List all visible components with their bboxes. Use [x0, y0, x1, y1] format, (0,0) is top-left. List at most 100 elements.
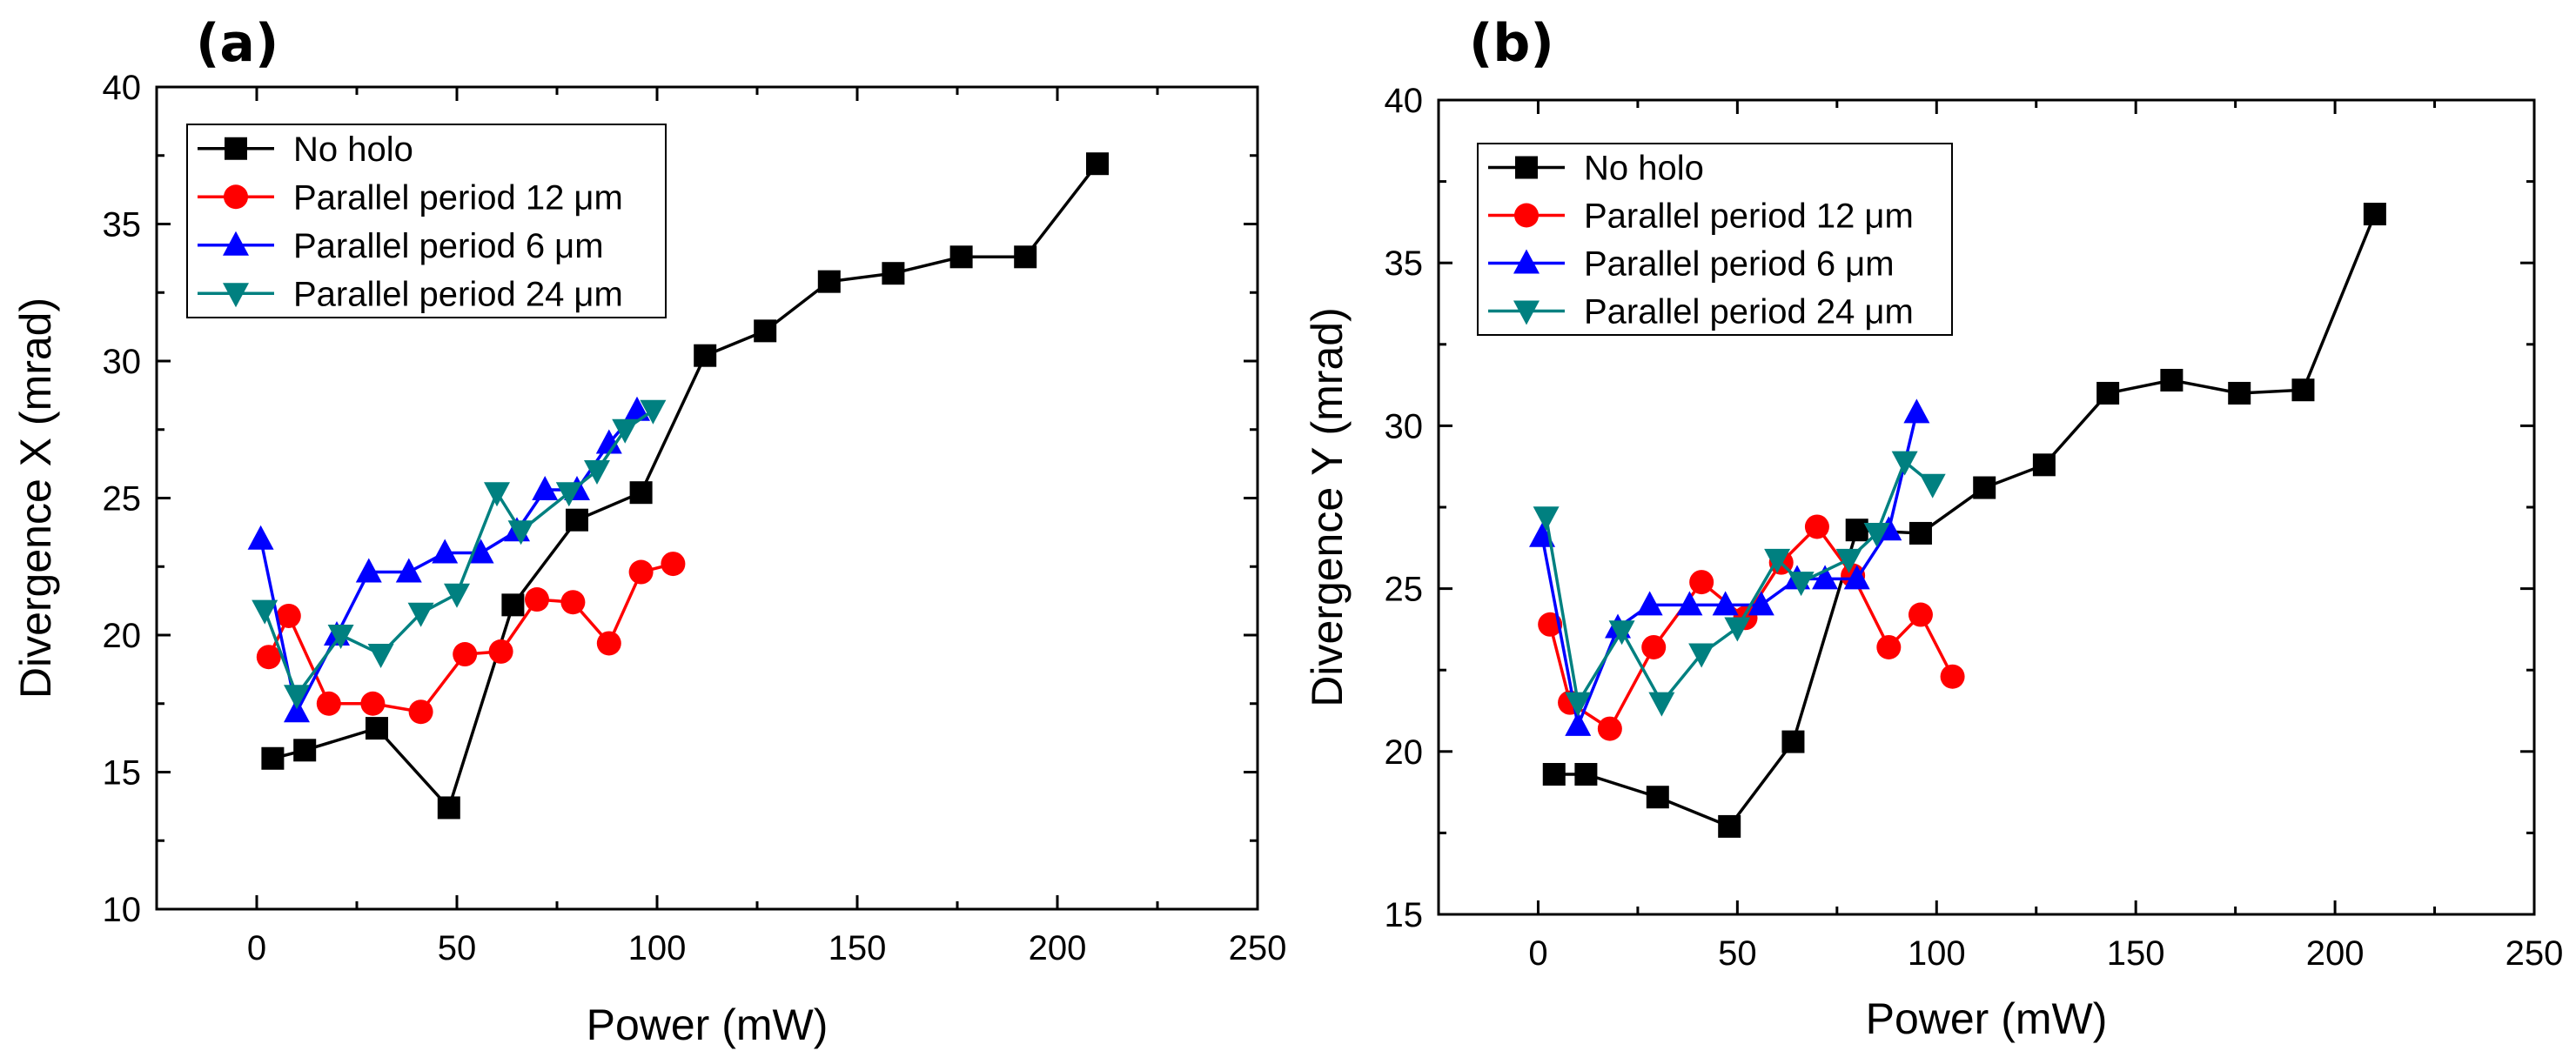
data-point: [640, 399, 667, 425]
x-tick-label: 200: [2306, 934, 2365, 973]
series-line: [1540, 412, 1919, 731]
data-point: [1788, 572, 1815, 597]
data-point: [437, 796, 460, 820]
data-point: [1764, 548, 1791, 573]
data-point: [1843, 565, 1870, 590]
data-point: [694, 344, 717, 367]
x-tick-label: 50: [438, 929, 477, 967]
legend-marker: [223, 231, 249, 256]
x-tick-label: 200: [1029, 929, 1087, 967]
data-point: [484, 482, 510, 507]
data-point: [367, 644, 394, 669]
legend-marker: [225, 137, 247, 160]
data-point: [1533, 506, 1560, 532]
data-point: [949, 245, 973, 269]
data-point: [1689, 570, 1714, 595]
legend-marker: [1514, 203, 1539, 228]
data-point: [355, 558, 382, 583]
data-point: [488, 639, 513, 664]
data-point: [1542, 763, 1566, 786]
x-tick-label: 250: [1229, 929, 1287, 967]
legend-label: No holo: [1584, 150, 1704, 188]
legend-box: [1477, 143, 1953, 336]
series-line: [267, 562, 674, 714]
data-point: [1724, 617, 1751, 642]
data-point: [1597, 716, 1622, 741]
data-point: [555, 482, 582, 507]
data-point: [629, 481, 653, 505]
data-point: [1845, 519, 1868, 542]
data-point: [1804, 514, 1829, 539]
data-point: [1529, 522, 1556, 547]
data-point: [360, 691, 386, 716]
data-point: [2363, 203, 2386, 226]
data-point: [1863, 522, 1890, 547]
legend-marker: [1513, 249, 1540, 274]
series-circle: [256, 552, 686, 725]
legend-marker: [224, 184, 248, 210]
data-point: [595, 429, 622, 454]
y-tick-label: 15: [1385, 896, 1424, 934]
panel-label: (a): [196, 13, 278, 74]
data-point: [366, 717, 388, 740]
data-point: [1688, 643, 1715, 668]
x-tick-label: 50: [1718, 934, 1757, 973]
data-point: [293, 739, 317, 762]
data-point: [525, 587, 549, 612]
data-point: [444, 583, 470, 608]
data-point: [1565, 711, 1592, 736]
chart-panel-a: (a) 0 50 100 150 200 250 10 15 20 25 30 35 40 Power (m…: [11, 13, 1286, 1049]
data-point: [316, 691, 341, 716]
data-point: [1648, 692, 1675, 717]
series-triangle-down: [1533, 451, 1946, 717]
data-point: [1748, 591, 1774, 616]
x-tick-label: 0: [1528, 934, 1547, 973]
data-point: [467, 539, 494, 564]
y-tick-label: 20: [103, 617, 142, 655]
data-point: [1919, 473, 1946, 499]
legend-label: Parallel period 6 μm: [1584, 245, 1895, 284]
data-point: [560, 590, 586, 615]
data-point: [407, 602, 434, 627]
data-point: [1891, 451, 1918, 476]
data-point: [1718, 814, 1741, 838]
series-triangle-down: [252, 399, 667, 710]
data-point: [1781, 730, 1805, 753]
data-point: [1014, 245, 1037, 269]
legend-marker: [1515, 156, 1538, 179]
x-tick-label: 0: [247, 929, 266, 967]
data-point: [624, 396, 650, 421]
series-square: [261, 152, 1109, 820]
legend-marker: [223, 283, 249, 308]
data-point: [584, 460, 610, 485]
data-point: [2291, 378, 2315, 402]
legend-label: Parallel period 24 μm: [1584, 293, 1914, 331]
series-line: [272, 163, 1099, 811]
data-point: [408, 699, 433, 725]
data-point: [284, 698, 310, 723]
data-point: [1940, 664, 1965, 689]
data-point: [1909, 521, 1932, 545]
data-point: [1812, 565, 1839, 590]
data-point: [284, 685, 310, 710]
legend: No holo Parallel period 12 μm Parallel per…: [186, 124, 667, 318]
data-point: [395, 558, 422, 583]
data-point: [261, 746, 285, 770]
data-point: [1608, 620, 1635, 646]
legend-label: Parallel period 24 μm: [293, 275, 623, 313]
data-point: [1903, 398, 1930, 424]
data-point: [507, 520, 534, 545]
data-point: [256, 645, 281, 670]
x-axis-title: Power (mW): [1866, 994, 2108, 1043]
y-tick-label: 15: [103, 754, 142, 793]
y-tick-label: 10: [103, 891, 142, 929]
data-point: [1636, 591, 1663, 616]
data-point: [817, 270, 841, 293]
series-square: [1542, 203, 2386, 838]
y-tick-label: 30: [103, 343, 142, 381]
legend-label: Parallel period 6 μm: [293, 227, 604, 265]
series-triangle-up: [1529, 398, 1930, 736]
x-axis-title: Power (mW): [587, 1000, 828, 1049]
legend-marker: [1513, 300, 1540, 325]
